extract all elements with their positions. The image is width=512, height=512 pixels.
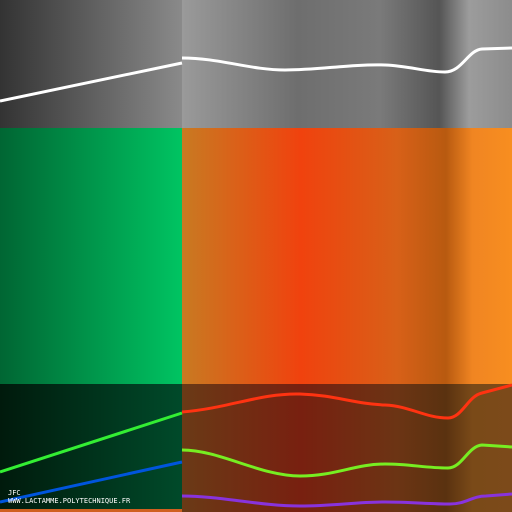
- panel: [0, 128, 182, 384]
- curve: [181, 46, 512, 74]
- curve: [0, 61, 183, 103]
- panel: [0, 0, 182, 128]
- credit-website: WWW.LACTAMME.POLYTECHNIQUE.FR: [8, 497, 131, 505]
- panel: [182, 384, 512, 512]
- panel: [0, 384, 182, 512]
- curve: [181, 383, 512, 420]
- panel: [182, 128, 512, 384]
- curve: [181, 492, 512, 508]
- curve: [0, 411, 183, 474]
- edge: [0, 509, 182, 512]
- curve: [181, 443, 512, 478]
- curve: [0, 460, 183, 504]
- credit-author: JFC: [8, 489, 21, 497]
